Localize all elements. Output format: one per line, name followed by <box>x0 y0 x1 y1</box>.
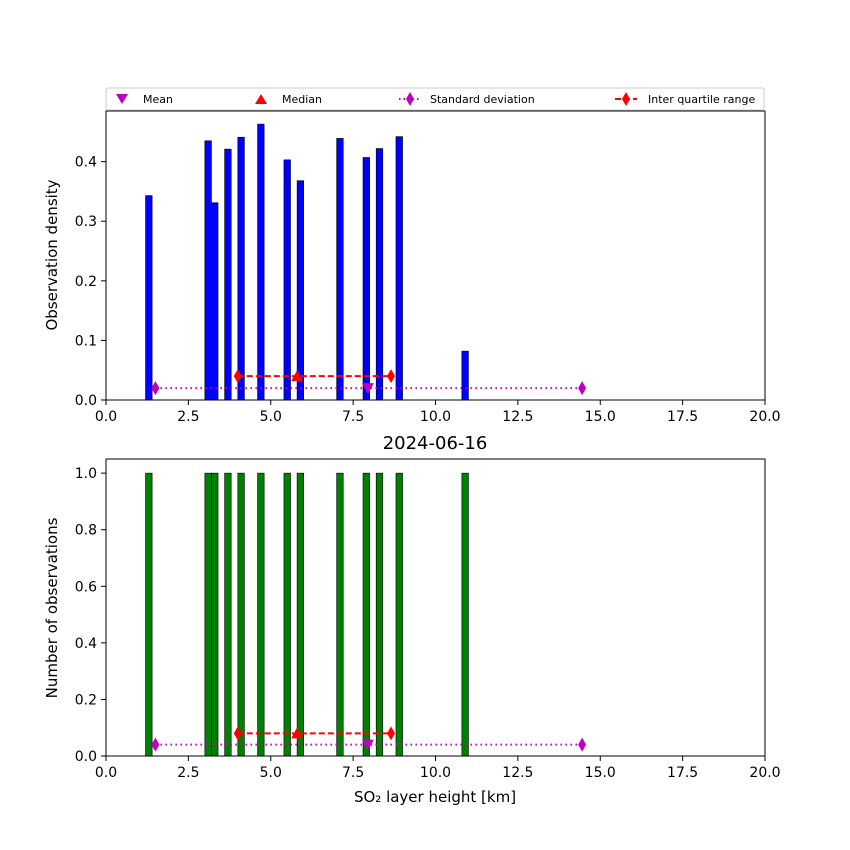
bottom-x-tick-label-3: 7.5 <box>342 765 364 781</box>
legend-std-label: Standard deviation <box>430 93 535 106</box>
top-x-tick-label-6: 15.0 <box>585 409 616 425</box>
bottom-bar-2 <box>211 472 219 757</box>
top-std-high-marker <box>578 381 587 396</box>
top-x-tick-label-7: 17.5 <box>667 409 698 425</box>
legend-median-marker <box>255 94 267 104</box>
top-bar-2 <box>211 202 219 401</box>
bottom-panel: 2024-06-16 0.0 2.5 5.0 7.5 10.0 12.5 15.0 17.5 2… <box>43 433 781 806</box>
bottom-y-tick-label-3: 0.6 <box>75 579 97 595</box>
bottom-x-tick-label-8: 20.0 <box>749 765 780 781</box>
bottom-bar-6 <box>283 472 291 757</box>
top-x-tick-label-4: 10.0 <box>420 409 451 425</box>
bottom-y-tick-label-5: 1.0 <box>75 466 97 482</box>
top-bar-0 <box>145 195 153 401</box>
bottom-bar-9 <box>362 472 370 757</box>
bottom-x-tick-label-7: 17.5 <box>667 765 698 781</box>
top-bar-11 <box>395 136 403 401</box>
top-y-tick-label-3: 0.3 <box>75 214 97 230</box>
top-bar-7 <box>296 180 304 401</box>
legend-frame <box>105 87 765 111</box>
bottom-bar-1 <box>204 472 212 757</box>
top-x-tick-label-8: 20.0 <box>749 409 780 425</box>
top-bar-12 <box>461 350 469 401</box>
bottom-iqr-high-marker <box>387 726 396 741</box>
bottom-x-tick-label-1: 2.5 <box>177 765 199 781</box>
bottom-bar-11 <box>395 472 403 757</box>
legend-iqr-label: Inter quartile range <box>648 93 755 106</box>
bottom-x-tick-label-2: 5.0 <box>260 765 282 781</box>
legend-entry-iqr: Inter quartile range <box>615 92 755 106</box>
bottom-statistics <box>151 726 587 752</box>
bottom-y-tick-label-4: 0.8 <box>75 523 97 539</box>
legend-iqr-marker <box>622 92 630 106</box>
bottom-x-tick-label-4: 10.0 <box>420 765 451 781</box>
bottom-x-tick-label-6: 15.0 <box>585 765 616 781</box>
top-iqr-high-marker <box>387 369 396 384</box>
bottom-x-tick-label-0: 0.0 <box>95 765 117 781</box>
top-y-tick-label-4: 0.4 <box>75 155 97 171</box>
legend-mean-label: Mean <box>143 93 173 106</box>
top-y-tick-label-2: 0.2 <box>75 274 97 290</box>
top-panel: 0.0 2.5 5.0 7.5 10.0 12.5 15.0 17.5 20.0 0.0 0.1 0.… <box>43 110 781 425</box>
top-x-tick-label-3: 7.5 <box>342 409 364 425</box>
bottom-bar-12 <box>461 472 469 757</box>
bottom-iqr-low-marker <box>233 726 242 741</box>
bottom-bar-8 <box>336 472 344 757</box>
legend: Mean Median Standard deviation Inter qua… <box>105 87 765 111</box>
top-bar-1 <box>204 140 212 401</box>
top-bar-10 <box>375 148 384 401</box>
top-bar-5 <box>257 123 265 401</box>
top-bar-9 <box>362 157 370 401</box>
top-iqr-low-marker <box>233 369 242 384</box>
top-x-tick-label-0: 0.0 <box>95 409 117 425</box>
top-bar-8 <box>336 138 344 401</box>
bottom-y-axis-label: Number of observations <box>43 517 61 698</box>
bottom-y-tick-label-2: 0.4 <box>75 636 97 652</box>
legend-std-marker <box>406 92 414 106</box>
top-mean-marker <box>361 383 374 395</box>
legend-entry-std: Standard deviation <box>399 92 535 106</box>
top-bar-6 <box>283 159 291 401</box>
top-y-tick-label-1: 0.1 <box>75 333 97 349</box>
bottom-title: 2024-06-16 <box>383 433 488 454</box>
bottom-std-high-marker <box>578 737 587 752</box>
bottom-median-marker <box>291 727 304 739</box>
top-bar-4 <box>237 136 245 401</box>
top-axes: 0.0 2.5 5.0 7.5 10.0 12.5 15.0 17.5 20.0 0.0 0.1 0.… <box>75 155 781 425</box>
top-bar-3 <box>224 148 232 401</box>
top-x-tick-label-1: 2.5 <box>177 409 199 425</box>
legend-median-label: Median <box>282 93 322 106</box>
bottom-bar-7 <box>296 472 304 757</box>
top-statistics <box>151 369 587 396</box>
legend-entry-median: Median <box>255 93 322 106</box>
bottom-mean-marker <box>361 739 374 751</box>
top-plot-frame <box>105 110 766 401</box>
bottom-x-tick-label-5: 12.5 <box>502 765 533 781</box>
top-median-marker <box>291 370 304 382</box>
bottom-bar-5 <box>257 472 265 757</box>
legend-entry-mean: Mean <box>116 93 173 106</box>
top-x-tick-label-2: 5.0 <box>260 409 282 425</box>
bottom-x-axis-label: SO₂ layer height [km] <box>354 788 516 806</box>
bottom-axes: 0.0 2.5 5.0 7.5 10.0 12.5 15.0 17.5 20.0 0.0 0.2 0.… <box>75 466 781 781</box>
bottom-plot-frame <box>105 458 766 757</box>
bottom-y-tick-label-0: 0.0 <box>75 749 97 765</box>
top-y-tick-label-0: 0.0 <box>75 393 97 409</box>
bottom-std-low-marker <box>151 737 160 752</box>
bottom-bar-10 <box>375 472 384 757</box>
legend-mean-marker <box>116 94 128 104</box>
bottom-bar-4 <box>237 472 245 757</box>
top-x-tick-label-5: 12.5 <box>502 409 533 425</box>
top-std-low-marker <box>151 381 160 396</box>
bottom-bar-0 <box>145 472 153 757</box>
bottom-bar-3 <box>224 472 232 757</box>
top-y-axis-label: Observation density <box>43 179 61 330</box>
bottom-y-tick-label-1: 0.2 <box>75 692 97 708</box>
